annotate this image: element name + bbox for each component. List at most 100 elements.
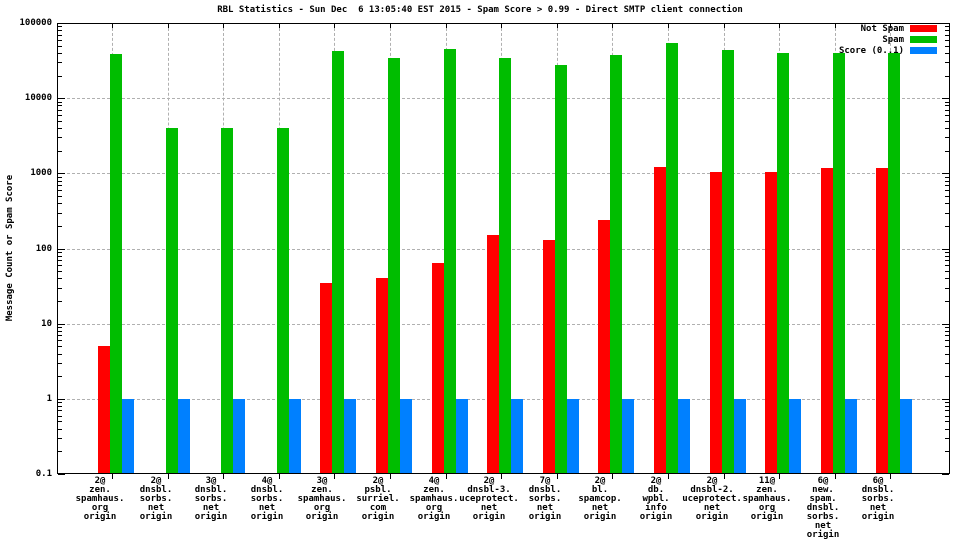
y-minor-tick [58, 354, 62, 355]
y-minor-tick [945, 331, 949, 332]
y-minor-tick [945, 151, 949, 152]
bar-score-0-1- [567, 399, 579, 474]
x-top-tick [835, 24, 836, 28]
y-major-tick [942, 474, 949, 475]
bar-not-spam [598, 220, 610, 474]
y-minor-tick [945, 115, 949, 116]
y-minor-tick [945, 288, 949, 289]
bar-not-spam [876, 168, 888, 474]
x-bottom-tick [390, 474, 391, 479]
bar-not-spam [487, 235, 499, 474]
x-top-tick [112, 24, 113, 28]
y-minor-tick [58, 62, 62, 63]
x-bottom-tick [279, 474, 280, 479]
x-bottom-tick [168, 474, 169, 479]
y-minor-tick [945, 185, 949, 186]
x-bottom-tick [835, 474, 836, 479]
x-bottom-tick [890, 474, 891, 479]
bar-spam [499, 58, 511, 474]
x-top-tick [279, 24, 280, 28]
x-category-label: 4@ dnsbl. sorbs. net origin [250, 476, 284, 522]
y-minor-tick [58, 451, 62, 452]
x-category-label: 2@ bl. spamcop. net origin [578, 476, 622, 522]
x-top-tick [334, 24, 335, 28]
y-minor-tick [945, 40, 949, 41]
y-minor-tick [58, 429, 62, 430]
legend-label-score: Score (0..1) [838, 45, 904, 56]
y-minor-tick [58, 256, 62, 257]
y-major-tick [58, 474, 65, 475]
y-minor-tick [58, 181, 62, 182]
y-minor-tick [58, 252, 62, 253]
bar-score-0-1- [122, 399, 134, 474]
y-minor-tick [945, 335, 949, 336]
x-bottom-tick [668, 474, 669, 479]
legend-entry-not-spam: Not Spam [839, 23, 937, 34]
y-minor-tick [58, 151, 62, 152]
y-minor-tick [945, 102, 949, 103]
y-minor-tick [58, 190, 62, 191]
y-minor-tick [945, 76, 949, 77]
y-minor-tick [945, 181, 949, 182]
y-minor-tick [945, 46, 949, 47]
y-minor-tick [945, 260, 949, 261]
bar-not-spam [432, 263, 444, 474]
x-bottom-tick [557, 474, 558, 479]
y-minor-tick [58, 226, 62, 227]
y-minor-tick [945, 354, 949, 355]
x-top-tick [890, 24, 891, 28]
y-minor-tick [58, 35, 62, 36]
y-minor-tick [945, 421, 949, 422]
y-tick-label: 100 [35, 244, 52, 254]
y-minor-tick [945, 128, 949, 129]
bar-score-0-1- [400, 399, 412, 474]
bar-score-0-1- [734, 399, 746, 474]
x-bottom-tick [334, 474, 335, 479]
legend-entry-score: Score (0..1) [839, 45, 937, 56]
bar-spam [388, 58, 400, 474]
bar-score-0-1- [678, 399, 690, 474]
bar-spam [221, 128, 233, 474]
x-top-tick [390, 24, 391, 28]
y-minor-tick [945, 278, 949, 279]
y-minor-tick [58, 331, 62, 332]
y-major-tick [58, 98, 65, 99]
x-category-label: 3@ zen. spamhaus. org origin [297, 476, 347, 522]
y-minor-tick [58, 402, 62, 403]
y-minor-tick [58, 102, 62, 103]
bar-not-spam [654, 167, 666, 474]
x-top-tick [612, 24, 613, 28]
y-minor-tick [58, 40, 62, 41]
y-major-tick [58, 23, 65, 24]
y-minor-tick [945, 226, 949, 227]
bar-score-0-1- [511, 399, 523, 474]
legend-swatch-score [910, 47, 937, 54]
y-minor-tick [58, 196, 62, 197]
bar-spam [610, 55, 622, 474]
y-minor-tick [945, 429, 949, 430]
y-minor-tick [58, 121, 62, 122]
bar-spam [888, 53, 900, 474]
x-top-tick [223, 24, 224, 28]
bar-spam [166, 128, 178, 474]
y-major-tick [942, 399, 949, 400]
bar-spam [332, 51, 344, 474]
y-tick-label: 100000 [19, 18, 52, 28]
x-bottom-tick [501, 474, 502, 479]
legend: Not Spam Spam Score (0..1) [839, 23, 937, 56]
y-minor-tick [58, 301, 62, 302]
bar-not-spam [376, 278, 388, 474]
legend-swatch-spam [910, 36, 937, 43]
bar-score-0-1- [900, 399, 912, 474]
bar-spam [110, 54, 122, 474]
bar-score-0-1- [178, 399, 190, 474]
y-major-tick [58, 173, 65, 174]
y-minor-tick [945, 410, 949, 411]
y-major-tick [58, 399, 65, 400]
y-minor-tick [58, 46, 62, 47]
bar-not-spam [765, 172, 777, 474]
y-minor-tick [945, 30, 949, 31]
x-bottom-tick [223, 474, 224, 479]
y-minor-tick [58, 30, 62, 31]
